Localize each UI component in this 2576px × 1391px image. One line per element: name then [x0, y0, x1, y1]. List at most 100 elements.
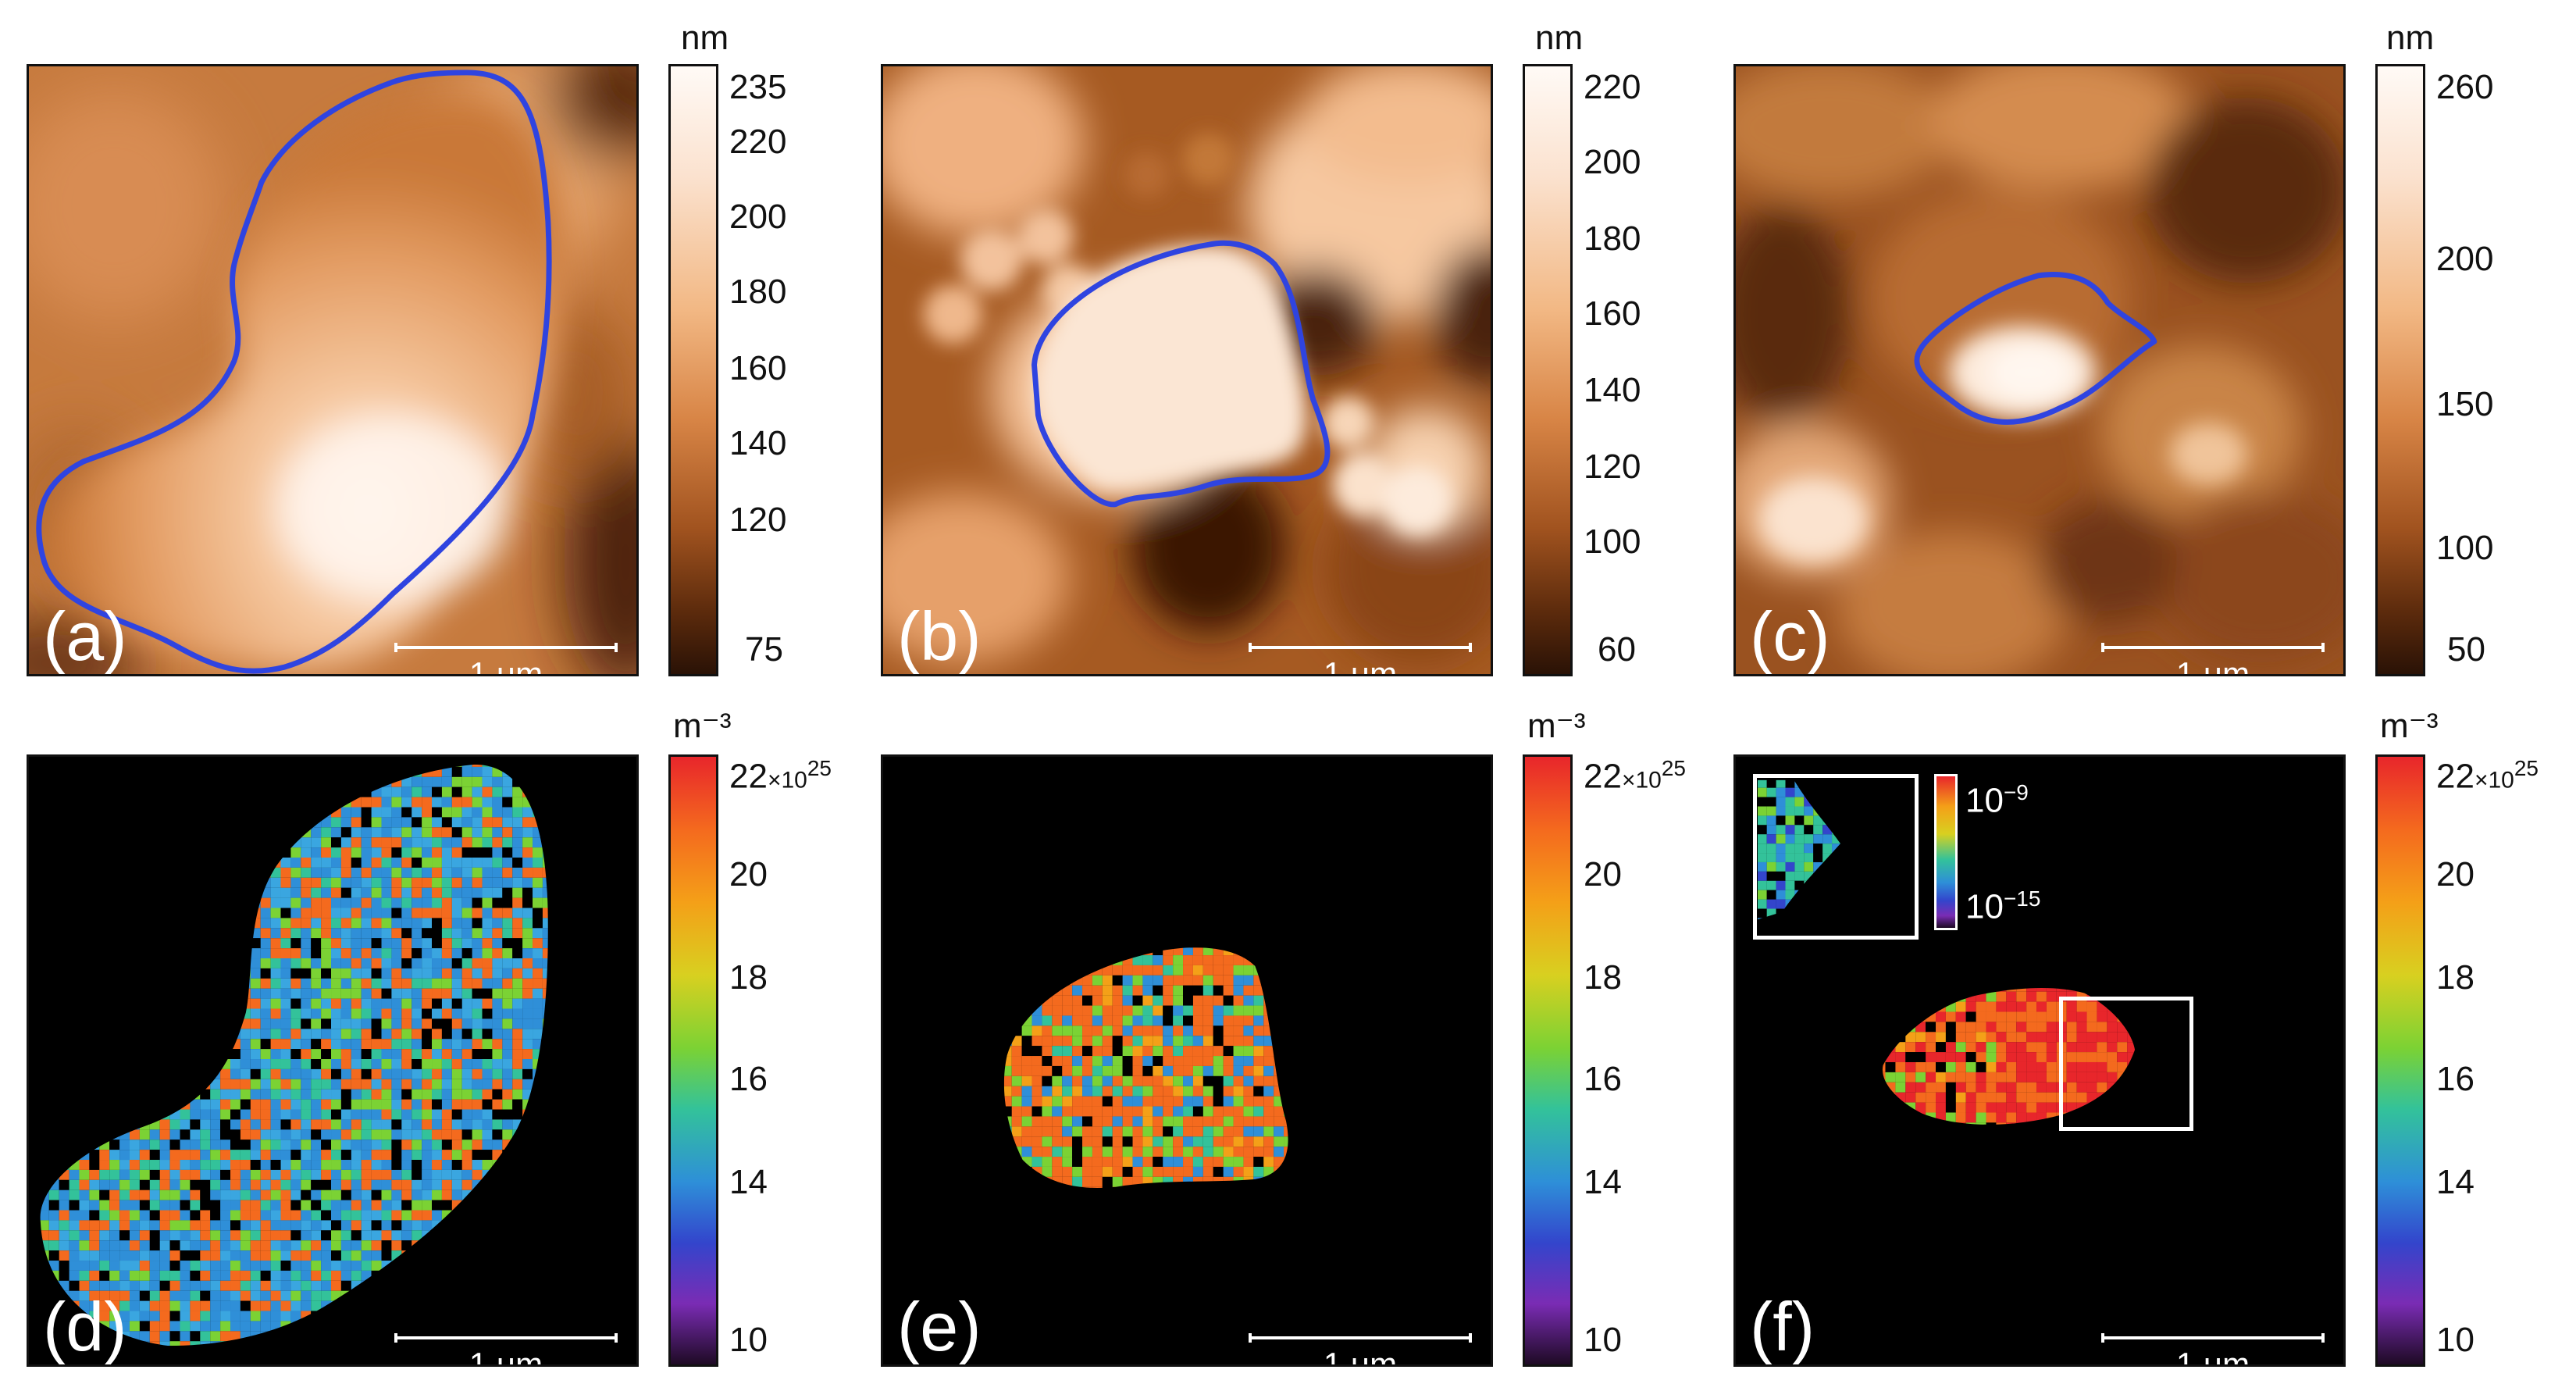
density-pixel [1092, 1147, 1103, 1157]
density-pixel [119, 1261, 130, 1271]
density-pixel [361, 1039, 372, 1050]
density-pixel [119, 1230, 130, 1241]
density-pixel [412, 817, 422, 828]
density-pixel [220, 1240, 231, 1251]
scale-bar-label-c: 1 μm [2175, 655, 2250, 676]
density-pixel [2086, 1011, 2097, 1022]
density-pixel [340, 1068, 351, 1079]
density-pixel [1042, 1106, 1053, 1117]
density-pixel [331, 1049, 341, 1060]
colorbar-b [1523, 64, 1573, 676]
density-pixel [1112, 1136, 1123, 1147]
colorbar-tick-c-0: 260 [2436, 68, 2494, 106]
density-pixel [482, 1089, 493, 1100]
density-pixel [1274, 1116, 1284, 1127]
density-pixel [280, 968, 291, 979]
colorbar-top-exp-e: ×10 [1621, 767, 1662, 794]
density-pixel [1986, 1042, 1997, 1053]
density-pixel [512, 998, 523, 1009]
density-pixel [321, 1230, 332, 1241]
density-pixel [2026, 1102, 2037, 1113]
density-pixel [512, 858, 523, 868]
density-pixel [482, 1109, 493, 1120]
density-pixel [180, 1109, 191, 1120]
density-pixel [250, 1160, 261, 1170]
density-pixel [422, 867, 433, 878]
density-pixel [1021, 1065, 1032, 1076]
density-pixel [533, 858, 543, 868]
density-pixel [492, 887, 503, 898]
density-pixel [1031, 1075, 1042, 1086]
density-pixel [432, 1029, 442, 1040]
density-pixel [1112, 1005, 1123, 1016]
density-pixel [1031, 1096, 1042, 1107]
density-pixel [290, 847, 301, 858]
density-pixel [472, 968, 483, 979]
density-pixel [119, 1140, 130, 1150]
density-pixel [250, 1179, 261, 1190]
density-pixel [451, 998, 462, 1009]
density-pixel [1202, 1147, 1213, 1157]
density-pixel [340, 877, 351, 888]
density-pixel [250, 998, 261, 1009]
density-pixel [2107, 1042, 2118, 1053]
density-pixel [522, 1059, 533, 1069]
density-pixel [1153, 1116, 1163, 1127]
density-pixel [2016, 1022, 2027, 1033]
density-pixel [412, 988, 422, 999]
density-pixel [1011, 1106, 1022, 1117]
density-pixel [432, 1169, 442, 1180]
density-pixel [109, 1280, 120, 1291]
density-pixel [220, 1099, 231, 1110]
density-pixel [502, 897, 513, 908]
density-pixel [492, 1109, 503, 1120]
density-pixel [340, 867, 351, 878]
density-pixel [1072, 985, 1083, 996]
density-pixel [1122, 1015, 1133, 1026]
density-pixel [331, 877, 341, 888]
density-pixel [290, 1160, 301, 1170]
density-pixel [139, 1150, 150, 1161]
density-pixel [351, 1270, 362, 1281]
density-pixel [280, 1250, 291, 1261]
density-pixel [492, 998, 503, 1009]
density-pixel [1223, 1015, 1234, 1026]
density-pixel [492, 958, 503, 968]
density-pixel [1163, 1126, 1174, 1137]
density-pixel [130, 1140, 140, 1150]
density-pixel [301, 1270, 312, 1281]
density-pixel [311, 1300, 322, 1311]
density-pixel [1202, 1056, 1213, 1066]
density-pixel [1052, 995, 1063, 1006]
density-pixel [2097, 1032, 2107, 1043]
density-pixel [401, 1039, 412, 1050]
density-pixel [512, 877, 523, 888]
density-pixel [149, 1331, 160, 1342]
density-pixel [412, 1140, 422, 1150]
density-pixel [381, 858, 392, 868]
panel-b-topography: (b) 1 μm [881, 64, 1493, 676]
density-pixel [381, 1200, 392, 1211]
density-pixel [1986, 1092, 1997, 1103]
density-pixel [301, 1150, 312, 1161]
density-pixel [412, 1150, 422, 1161]
density-pixel [340, 1200, 351, 1211]
density-pixel [119, 1210, 130, 1221]
density-pixel [441, 807, 452, 818]
density-pixel [1202, 1036, 1213, 1047]
density-pixel [512, 928, 523, 939]
density-pixel [1062, 1096, 1073, 1107]
density-pixel [451, 1109, 462, 1120]
density-pixel [169, 1129, 180, 1140]
density-pixel [1021, 1025, 1032, 1036]
density-pixel [432, 867, 442, 878]
density-pixel [230, 1049, 240, 1060]
density-pixel [441, 847, 452, 858]
density-pixel [1905, 1082, 1916, 1093]
density-pixel [412, 827, 422, 838]
density-pixel [391, 968, 402, 979]
density-pixel [200, 1129, 211, 1140]
density-pixel [40, 1200, 49, 1211]
density-pixel [169, 1160, 180, 1170]
density-pixel [1173, 1075, 1184, 1086]
